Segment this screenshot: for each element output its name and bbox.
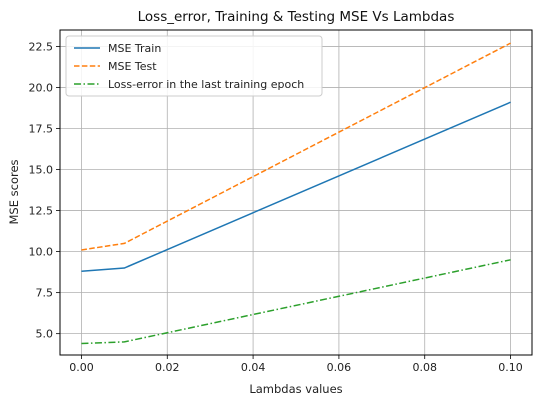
legend-label-2: MSE Test: [108, 60, 157, 73]
y-tick-label: 7.5: [36, 287, 54, 300]
legend-label-1: MSE Train: [108, 42, 161, 55]
y-tick-label: 5.0: [36, 328, 54, 341]
x-tick-label: 0.04: [241, 361, 266, 374]
x-tick-label: 0.06: [327, 361, 352, 374]
y-tick-label: 20.0: [29, 81, 54, 94]
y-tick-label: 17.5: [29, 122, 54, 135]
legend-box: [65, 35, 323, 97]
chart-title: Loss_error, Training & Testing MSE Vs La…: [138, 9, 455, 25]
series-layer: [81, 42, 511, 345]
y-tick-label: 12.5: [29, 205, 54, 218]
ticks: 0.00 0.02 0.04 0.06 0.08 0.10 5.0 7.5 10.0 12.5 15…: [29, 40, 523, 374]
y-tick-label: 22.5: [29, 40, 54, 53]
legend: MSE Train MSE Test Loss-error in the last …: [65, 35, 323, 97]
y-tick-label: 15.0: [29, 164, 54, 177]
series-line-3: [81, 259, 511, 345]
legend-label-3: Loss-error in the last training epoch: [108, 78, 304, 91]
x-tick-label: 0.08: [412, 361, 437, 374]
x-tick-label: 0.00: [69, 361, 94, 374]
x-tick-label: 0.02: [155, 361, 180, 374]
series-line-2: [81, 42, 511, 251]
series-line-1: [81, 101, 511, 273]
plot-frame: [59, 29, 533, 356]
x-tick-label: 0.10: [498, 361, 523, 374]
x-axis-label: Lambdas values: [249, 382, 342, 396]
y-tick-label: 10.0: [29, 246, 54, 259]
y-axis-label: MSE scores: [7, 159, 21, 224]
